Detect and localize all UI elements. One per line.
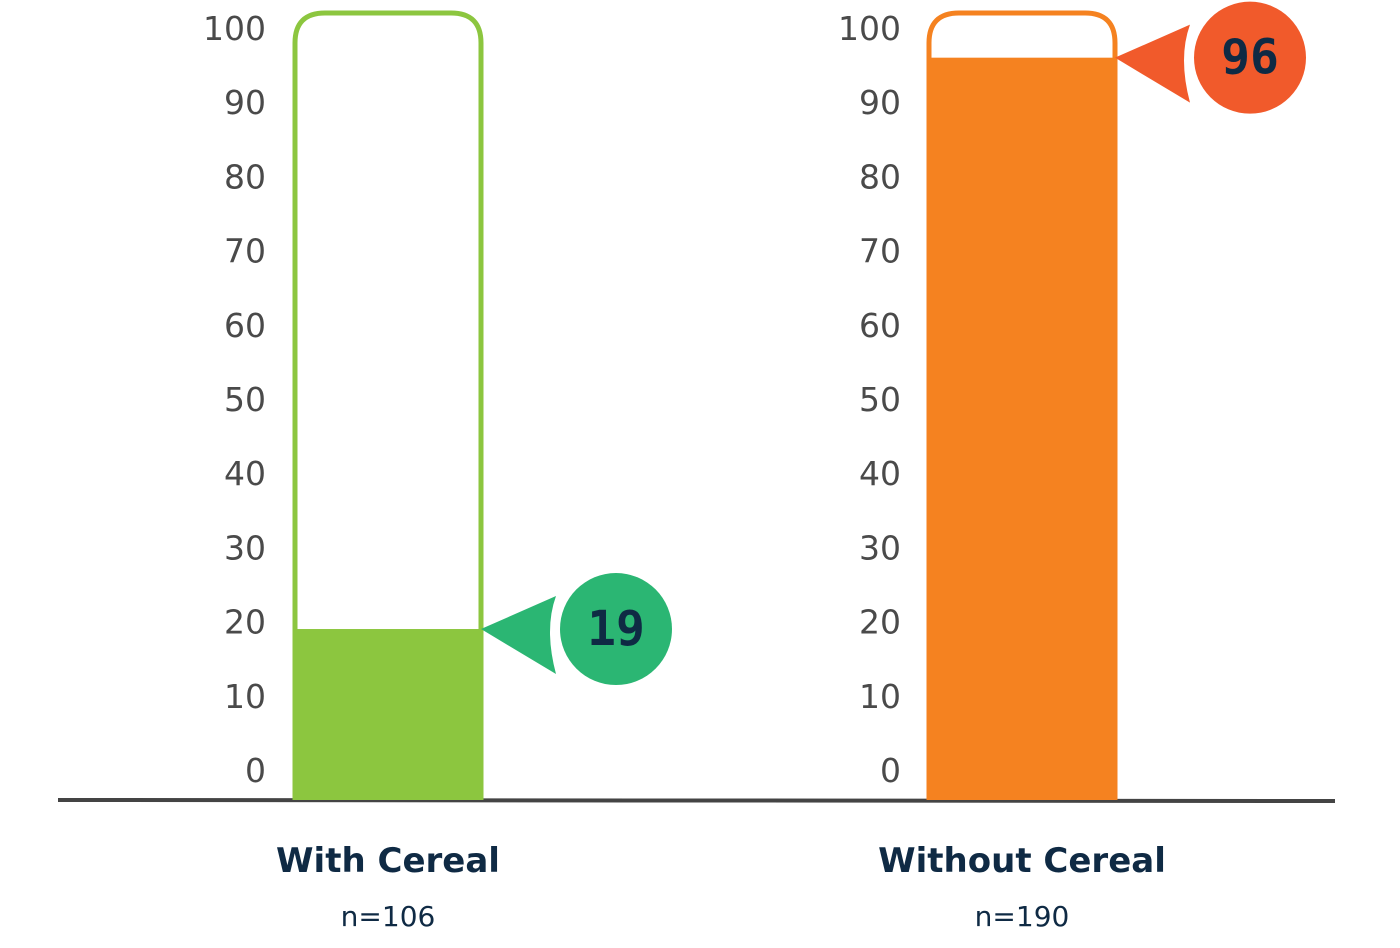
y-tick-label: 60	[859, 306, 901, 345]
bar-outline	[926, 10, 1118, 800]
sample-size-label: n=106	[341, 900, 436, 933]
y-tick-label: 50	[859, 380, 901, 419]
y-tick-label: 40	[224, 454, 266, 493]
bar	[929, 57, 1115, 801]
y-tick-label: 10	[224, 677, 266, 716]
y-tick-label: 60	[224, 306, 266, 345]
bar	[295, 629, 481, 800]
callout-bubble	[1194, 1, 1306, 114]
y-tick-label: 80	[224, 157, 266, 196]
y-tick-label: 0	[880, 751, 901, 790]
x-axis-baseline	[57, 798, 1336, 803]
callout-pointer	[481, 596, 556, 675]
y-tick-label: 100	[838, 9, 901, 48]
category-label: With Cereal	[276, 841, 500, 881]
y-tick-label: 30	[224, 528, 266, 567]
y-tick-label: 10	[859, 677, 901, 716]
callout-bubble	[560, 573, 672, 686]
y-tick-label: 40	[859, 454, 901, 493]
y-tick-label: 100	[203, 9, 266, 48]
data-label: 19	[587, 601, 645, 657]
y-tick-label: 50	[224, 380, 266, 419]
sample-size-label: n=190	[975, 900, 1070, 933]
y-tick-label: 30	[859, 528, 901, 567]
y-tick-label: 0	[245, 751, 266, 790]
y-tick-label: 90	[224, 83, 266, 122]
category-label: Without Cereal	[878, 841, 1166, 881]
callout-pointer	[1115, 24, 1190, 103]
y-tick-label: 80	[859, 157, 901, 196]
y-tick-label: 20	[859, 603, 901, 642]
data-label: 96	[1221, 30, 1279, 86]
bar-outline	[292, 10, 484, 800]
y-tick-label: 90	[859, 83, 901, 122]
y-tick-label: 70	[859, 232, 901, 271]
y-tick-label: 70	[224, 232, 266, 271]
y-tick-label: 20	[224, 603, 266, 642]
